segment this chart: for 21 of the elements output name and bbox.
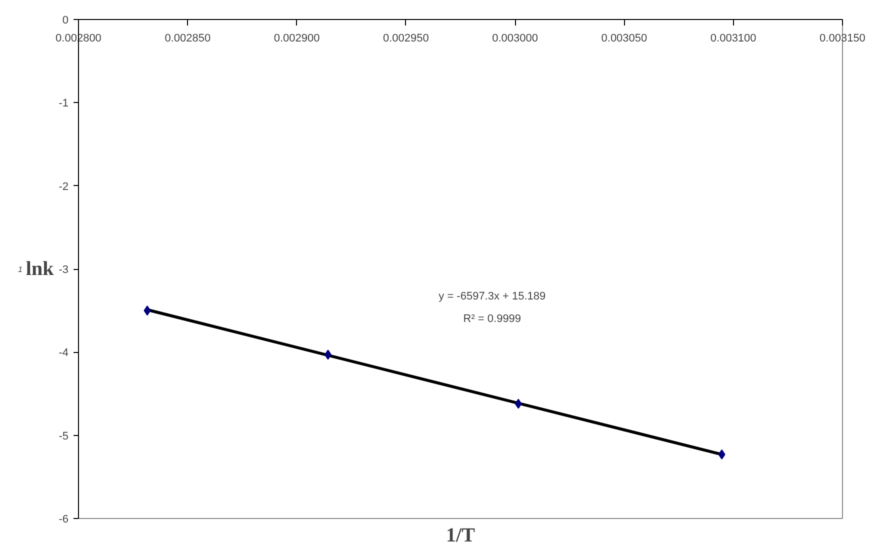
y-tick-label: -5 — [58, 430, 68, 442]
x-tick-label: 0.003050 — [601, 32, 648, 44]
y-tick-label: -6 — [58, 514, 68, 526]
point — [514, 398, 522, 409]
annotation: R² = 0.9999 — [463, 312, 522, 325]
text: 1 — [18, 265, 23, 274]
x-tick-label: 0.002850 — [164, 32, 211, 44]
annotation: y = -6597.3x + 15.189 — [438, 290, 546, 302]
y-axis-title: lnk — [26, 258, 55, 280]
y-tick-label: -1 — [58, 98, 68, 110]
y-tick-label: 0 — [62, 14, 69, 26]
y-tick-label: -4 — [58, 347, 68, 360]
x-tick-label: 0.002950 — [382, 32, 429, 44]
point — [718, 449, 726, 460]
x-axis-title: 1/T — [446, 524, 476, 546]
point — [144, 306, 151, 316]
x-tick-label: 0.002900 — [274, 32, 320, 44]
y-tick-label: -2 — [58, 180, 68, 193]
y-tick-label: -3 — [58, 264, 68, 276]
x-tick-label: 0.003000 — [492, 32, 538, 44]
x-tick-label: 0.003100 — [710, 32, 756, 44]
